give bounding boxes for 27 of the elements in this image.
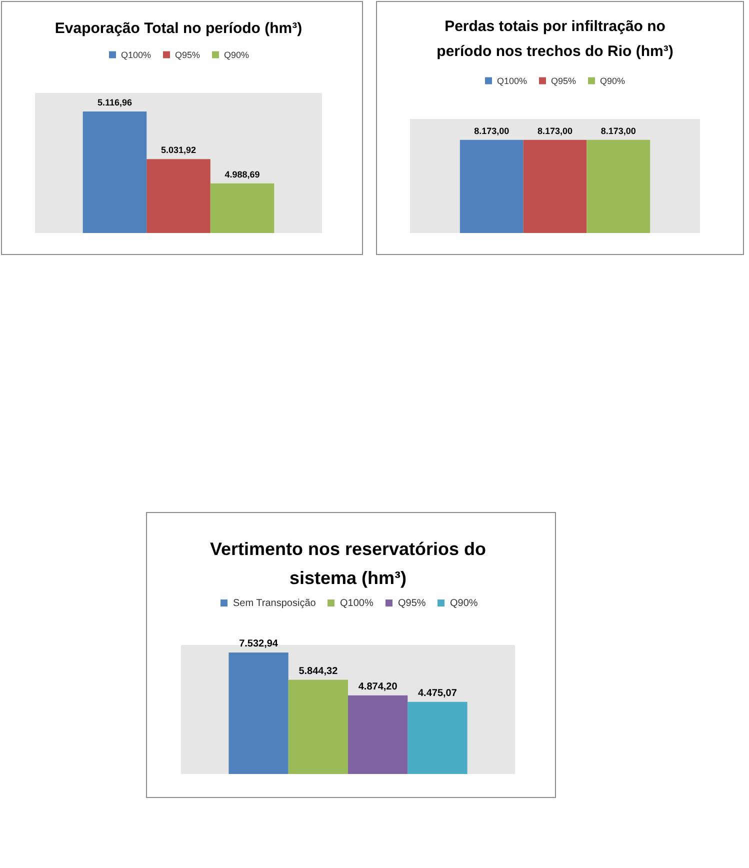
data-label: 8.173,00 [474, 126, 510, 136]
legend-label: Sem Transposição [233, 598, 316, 609]
data-label: 5.031,92 [160, 145, 196, 156]
legend-label: Q95% [551, 76, 576, 86]
data-label: 8.173,00 [537, 126, 573, 136]
legend-label: Q90% [600, 76, 626, 86]
legend-label: Q90% [450, 598, 478, 609]
chart-title: Vertimento nos reservatórios do sistema (hm³) [210, 539, 486, 588]
data-label: 4.475,07 [418, 688, 458, 699]
bar [288, 680, 348, 774]
data-label: 5.844,32 [298, 666, 338, 677]
bar [348, 695, 408, 774]
legend-label: Q90% [224, 50, 250, 60]
chart-title: Perdas totais por infiltração no período nos trechos do Rio (hm³) [436, 18, 674, 60]
data-label: 8.173,00 [600, 126, 636, 136]
legend-label: Q95% [175, 50, 200, 60]
data-label: 4.874,20 [358, 681, 398, 692]
bar [228, 652, 288, 774]
legend-label: Q100% [121, 50, 152, 60]
legend-label: Q100% [340, 598, 374, 609]
data-label: 5.116,96 [97, 98, 132, 108]
data-label: 7.532,94 [239, 638, 278, 650]
legend-label: Q100% [497, 76, 528, 86]
bar [408, 702, 468, 774]
legend-label: Q95% [398, 598, 426, 609]
data-label: 4.988,69 [224, 169, 260, 180]
chart-title: Evaporação Total no período (hm³) [54, 20, 302, 37]
